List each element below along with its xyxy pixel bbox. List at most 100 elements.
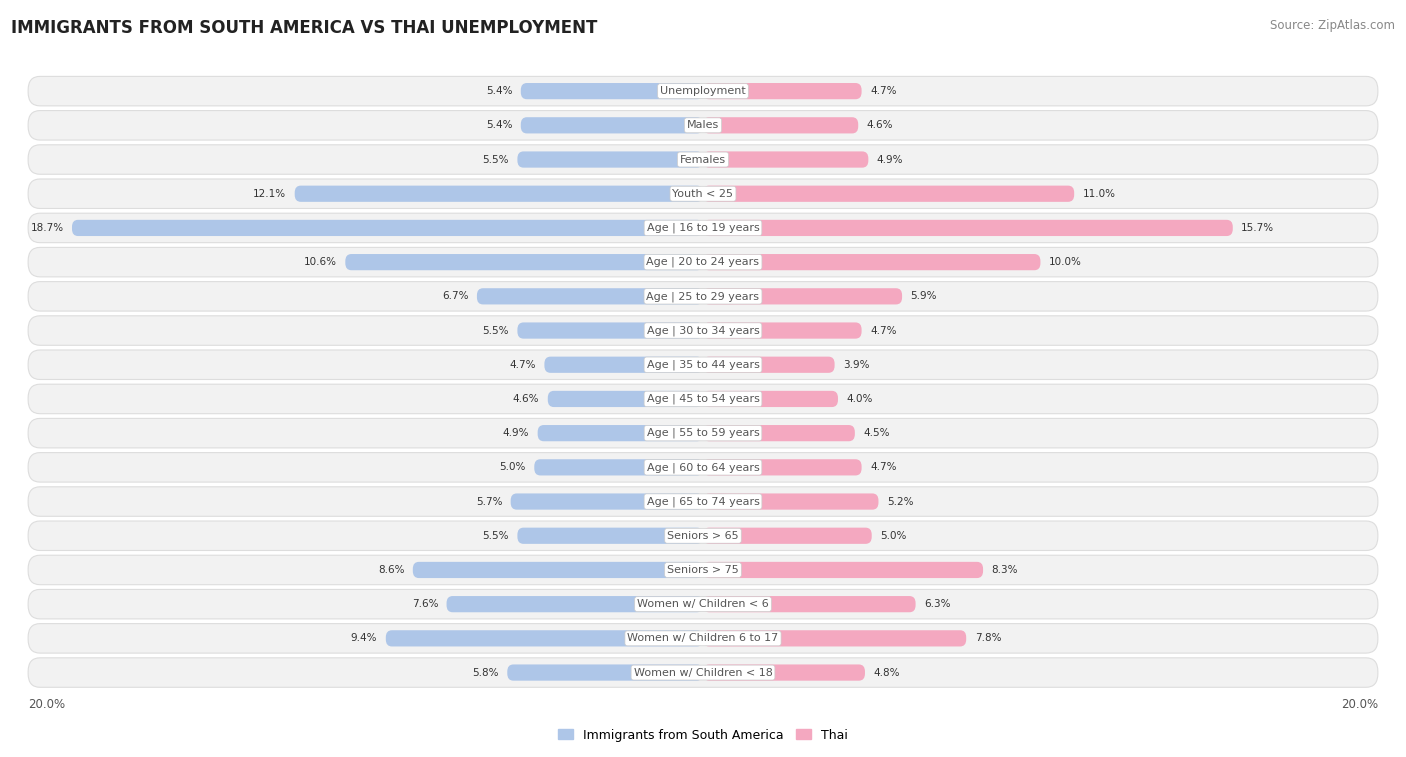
FancyBboxPatch shape (703, 528, 872, 544)
Text: 20.0%: 20.0% (28, 697, 65, 711)
FancyBboxPatch shape (520, 83, 703, 99)
FancyBboxPatch shape (703, 391, 838, 407)
FancyBboxPatch shape (28, 624, 1378, 653)
FancyBboxPatch shape (28, 453, 1378, 482)
FancyBboxPatch shape (346, 254, 703, 270)
Text: 5.5%: 5.5% (482, 326, 509, 335)
Text: Age | 16 to 19 years: Age | 16 to 19 years (647, 223, 759, 233)
Text: Age | 20 to 24 years: Age | 20 to 24 years (647, 257, 759, 267)
Text: Age | 30 to 34 years: Age | 30 to 34 years (647, 326, 759, 336)
Text: Age | 35 to 44 years: Age | 35 to 44 years (647, 360, 759, 370)
FancyBboxPatch shape (520, 117, 703, 133)
Text: Males: Males (688, 120, 718, 130)
Legend: Immigrants from South America, Thai: Immigrants from South America, Thai (553, 724, 853, 746)
FancyBboxPatch shape (703, 151, 869, 167)
Text: Age | 45 to 54 years: Age | 45 to 54 years (647, 394, 759, 404)
Text: 18.7%: 18.7% (31, 223, 63, 233)
Text: 10.6%: 10.6% (304, 257, 337, 267)
Text: 10.0%: 10.0% (1049, 257, 1081, 267)
FancyBboxPatch shape (28, 282, 1378, 311)
FancyBboxPatch shape (28, 419, 1378, 448)
Text: Women w/ Children 6 to 17: Women w/ Children 6 to 17 (627, 634, 779, 643)
Text: 4.9%: 4.9% (877, 154, 903, 164)
Text: 4.8%: 4.8% (873, 668, 900, 678)
FancyBboxPatch shape (703, 425, 855, 441)
Text: Age | 55 to 59 years: Age | 55 to 59 years (647, 428, 759, 438)
FancyBboxPatch shape (703, 631, 966, 646)
Text: 8.6%: 8.6% (378, 565, 405, 575)
Text: Unemployment: Unemployment (661, 86, 745, 96)
FancyBboxPatch shape (703, 665, 865, 681)
Text: 4.6%: 4.6% (866, 120, 893, 130)
FancyBboxPatch shape (703, 288, 903, 304)
FancyBboxPatch shape (447, 596, 703, 612)
Text: 4.5%: 4.5% (863, 428, 890, 438)
Text: Women w/ Children < 6: Women w/ Children < 6 (637, 599, 769, 609)
FancyBboxPatch shape (28, 487, 1378, 516)
FancyBboxPatch shape (28, 213, 1378, 243)
Text: Age | 60 to 64 years: Age | 60 to 64 years (647, 462, 759, 472)
Text: 5.4%: 5.4% (486, 86, 512, 96)
FancyBboxPatch shape (517, 151, 703, 167)
Text: 5.2%: 5.2% (887, 497, 914, 506)
FancyBboxPatch shape (28, 316, 1378, 345)
Text: Youth < 25: Youth < 25 (672, 188, 734, 199)
FancyBboxPatch shape (703, 459, 862, 475)
Text: Age | 65 to 74 years: Age | 65 to 74 years (647, 497, 759, 506)
Text: 6.7%: 6.7% (441, 291, 468, 301)
FancyBboxPatch shape (72, 220, 703, 236)
FancyBboxPatch shape (703, 185, 1074, 202)
FancyBboxPatch shape (28, 385, 1378, 413)
Text: 7.6%: 7.6% (412, 599, 439, 609)
Text: 5.5%: 5.5% (482, 531, 509, 540)
Text: Women w/ Children < 18: Women w/ Children < 18 (634, 668, 772, 678)
FancyBboxPatch shape (537, 425, 703, 441)
Text: 7.8%: 7.8% (974, 634, 1001, 643)
FancyBboxPatch shape (703, 83, 862, 99)
Text: 4.7%: 4.7% (870, 463, 897, 472)
Text: Seniors > 65: Seniors > 65 (668, 531, 738, 540)
FancyBboxPatch shape (28, 179, 1378, 208)
FancyBboxPatch shape (28, 658, 1378, 687)
Text: 5.5%: 5.5% (482, 154, 509, 164)
Text: Seniors > 75: Seniors > 75 (666, 565, 740, 575)
FancyBboxPatch shape (28, 111, 1378, 140)
FancyBboxPatch shape (28, 555, 1378, 584)
Text: 5.0%: 5.0% (880, 531, 907, 540)
Text: 8.3%: 8.3% (991, 565, 1018, 575)
Text: 11.0%: 11.0% (1083, 188, 1115, 199)
FancyBboxPatch shape (28, 590, 1378, 619)
Text: Source: ZipAtlas.com: Source: ZipAtlas.com (1270, 19, 1395, 32)
FancyBboxPatch shape (28, 145, 1378, 174)
FancyBboxPatch shape (703, 117, 858, 133)
FancyBboxPatch shape (703, 357, 835, 373)
FancyBboxPatch shape (28, 76, 1378, 106)
FancyBboxPatch shape (703, 596, 915, 612)
FancyBboxPatch shape (517, 528, 703, 544)
Text: 4.9%: 4.9% (503, 428, 529, 438)
Text: 4.7%: 4.7% (509, 360, 536, 369)
FancyBboxPatch shape (28, 521, 1378, 550)
FancyBboxPatch shape (703, 562, 983, 578)
Text: Age | 25 to 29 years: Age | 25 to 29 years (647, 291, 759, 301)
Text: Females: Females (681, 154, 725, 164)
FancyBboxPatch shape (703, 494, 879, 509)
FancyBboxPatch shape (703, 254, 1040, 270)
FancyBboxPatch shape (28, 248, 1378, 277)
FancyBboxPatch shape (508, 665, 703, 681)
Text: 5.4%: 5.4% (486, 120, 512, 130)
Text: 6.3%: 6.3% (924, 599, 950, 609)
Text: 5.7%: 5.7% (475, 497, 502, 506)
FancyBboxPatch shape (385, 631, 703, 646)
Text: 4.7%: 4.7% (870, 326, 897, 335)
Text: 12.1%: 12.1% (253, 188, 287, 199)
FancyBboxPatch shape (703, 220, 1233, 236)
Text: 15.7%: 15.7% (1241, 223, 1274, 233)
Text: 3.9%: 3.9% (844, 360, 869, 369)
Text: IMMIGRANTS FROM SOUTH AMERICA VS THAI UNEMPLOYMENT: IMMIGRANTS FROM SOUTH AMERICA VS THAI UN… (11, 19, 598, 37)
Text: 5.9%: 5.9% (911, 291, 936, 301)
Text: 5.8%: 5.8% (472, 668, 499, 678)
Text: 9.4%: 9.4% (352, 634, 377, 643)
FancyBboxPatch shape (413, 562, 703, 578)
FancyBboxPatch shape (477, 288, 703, 304)
